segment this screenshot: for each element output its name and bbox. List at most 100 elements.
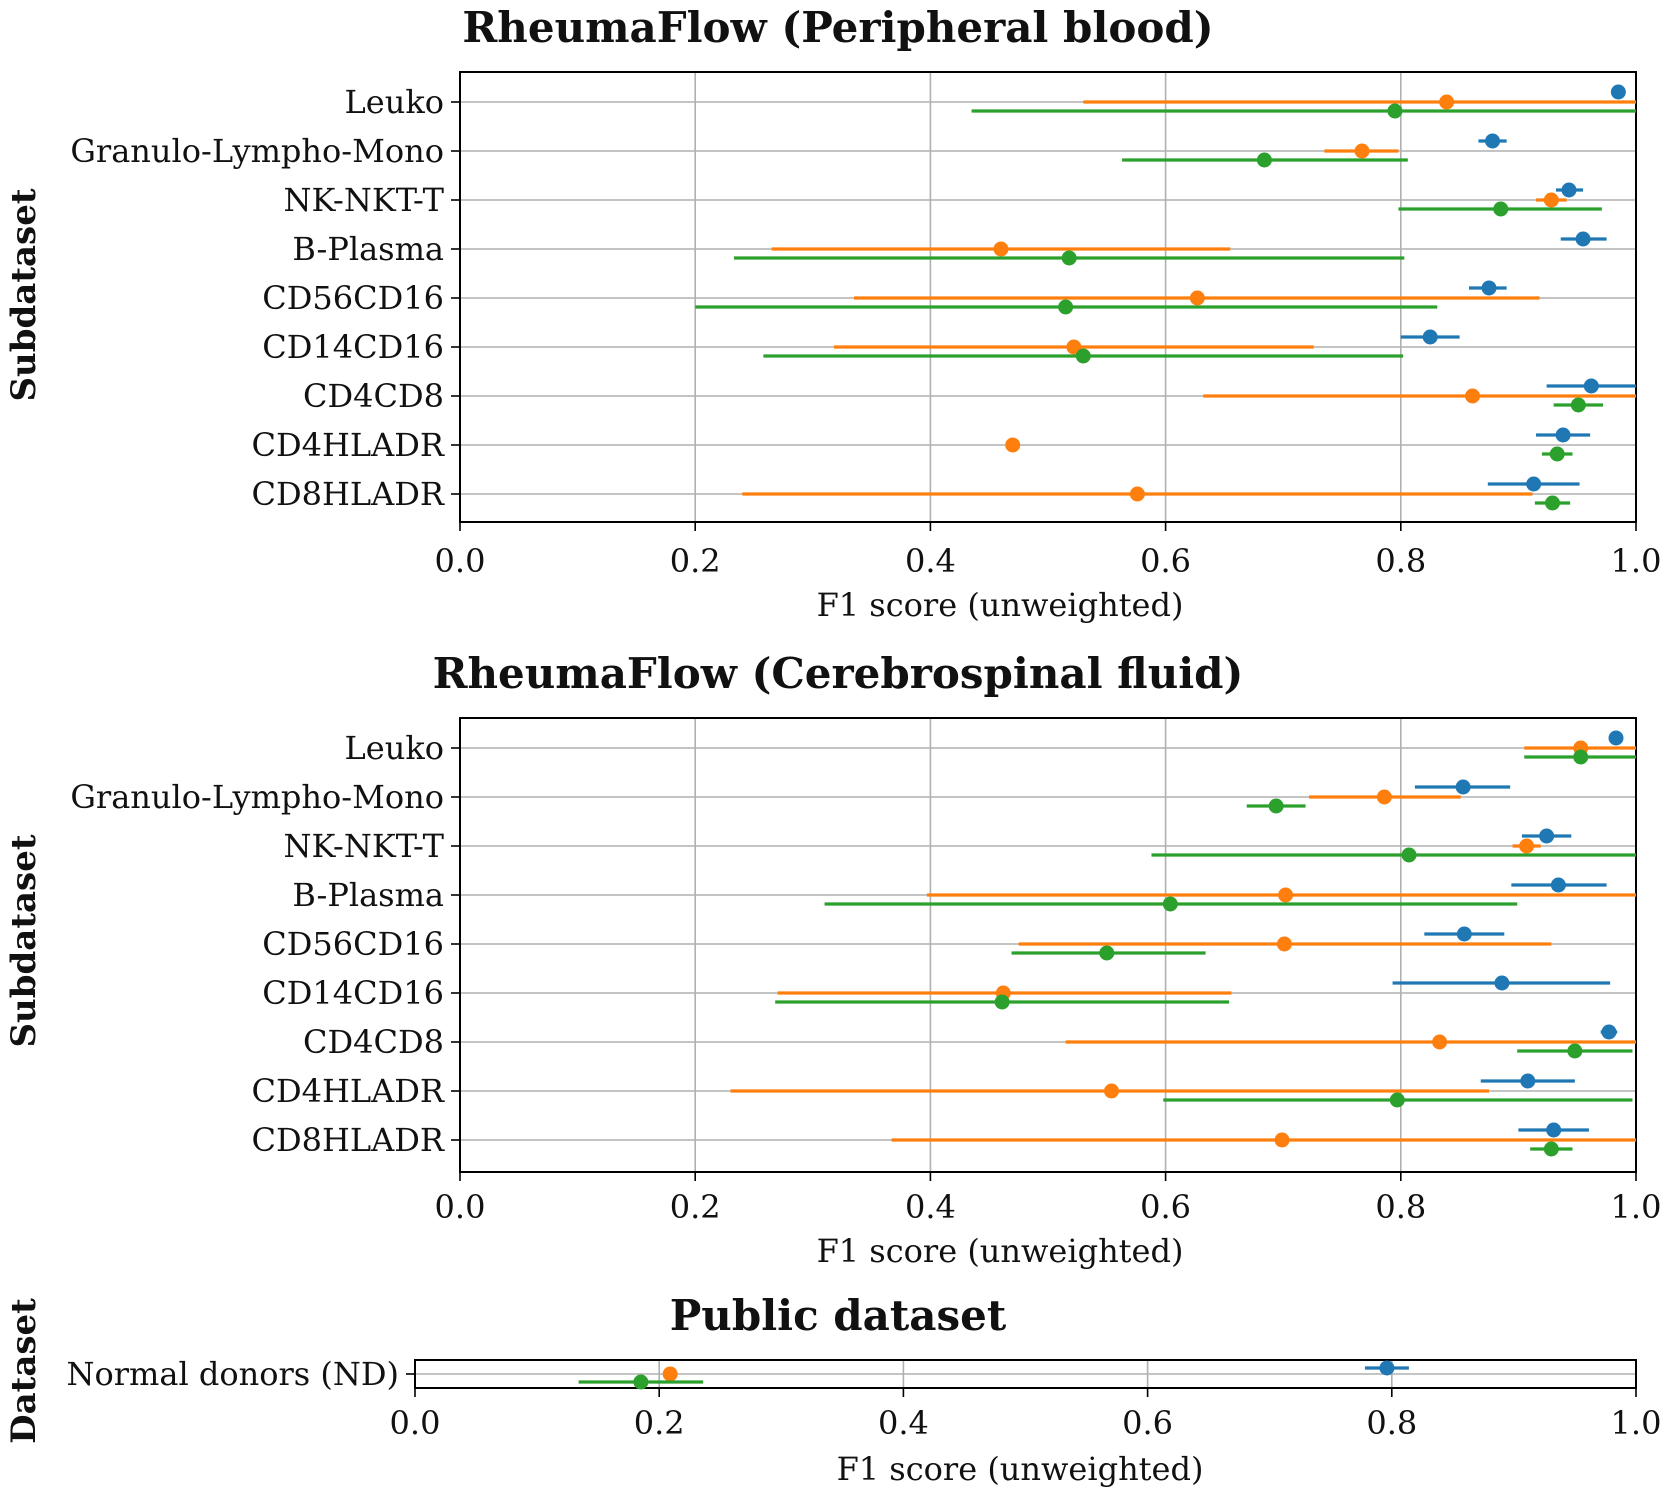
series-orange — [730, 740, 1636, 1148]
category-label: CD14CD16 — [262, 328, 444, 366]
data-point — [1268, 798, 1284, 814]
series-blue — [1400, 84, 1636, 492]
panel-peripheral-blood: RheumaFlow (Peripheral blood) Subdataset… — [4, 3, 1661, 624]
data-marks — [730, 730, 1636, 1157]
data-point — [1274, 1132, 1290, 1148]
data-point — [994, 994, 1010, 1010]
data-point — [1276, 936, 1292, 952]
data-point — [1526, 476, 1542, 492]
y-axis-label: Dataset — [4, 1298, 44, 1444]
data-point — [993, 241, 1009, 257]
data-point — [1550, 877, 1566, 893]
data-point — [1545, 495, 1561, 511]
x-tick-label: 0.0 — [435, 542, 486, 580]
data-point — [1376, 789, 1392, 805]
data-point — [1432, 1034, 1448, 1050]
category-label: Normal donors (ND) — [66, 1355, 399, 1393]
data-point — [1465, 388, 1481, 404]
data-point — [1555, 427, 1571, 443]
x-tick-label: 0.4 — [905, 1188, 956, 1226]
x-tick-label: 1.0 — [1611, 542, 1661, 580]
data-point — [633, 1374, 649, 1390]
data-point — [1189, 290, 1205, 306]
data-point — [1099, 945, 1115, 961]
x-tick-label: 0.2 — [670, 542, 721, 580]
data-point — [1354, 143, 1370, 159]
category-label: CD14CD16 — [262, 974, 444, 1012]
x-axis-label: F1 score (unweighted) — [837, 1450, 1204, 1488]
x-tick-label: 0.0 — [435, 1188, 486, 1226]
category-label: NK-NKT-T — [283, 827, 444, 865]
x-tick-label: 0.8 — [1375, 542, 1426, 580]
category-label: B-Plasma — [292, 230, 444, 268]
data-point — [1456, 926, 1472, 942]
data-point — [1494, 975, 1510, 991]
category-label: CD4HLADR — [251, 1072, 444, 1110]
data-point — [1575, 231, 1591, 247]
data-point — [1422, 329, 1438, 345]
data-point — [1129, 486, 1145, 502]
x-tick-label: 0.4 — [905, 542, 956, 580]
panel-cerebrospinal-fluid: RheumaFlow (Cerebrospinal fluid) Subdata… — [4, 649, 1661, 1270]
series-green — [695, 103, 1636, 511]
data-point — [1561, 182, 1577, 198]
data-point — [1256, 152, 1272, 168]
x-tick-label: 1.0 — [1611, 1404, 1661, 1442]
x-tick-label: 1.0 — [1611, 1188, 1661, 1226]
data-point — [1481, 280, 1497, 296]
x-tick-label: 0.8 — [1366, 1404, 1417, 1442]
data-point — [1546, 1122, 1562, 1138]
data-point — [1601, 1024, 1617, 1040]
data-point — [1389, 1092, 1405, 1108]
category-label: CD56CD16 — [262, 925, 444, 963]
x-tick-label: 0.2 — [634, 1404, 685, 1442]
x-tick-label: 0.6 — [1122, 1404, 1173, 1442]
x-tick-label: 0.2 — [670, 1188, 721, 1226]
data-point — [1519, 838, 1535, 854]
plot-frame — [414, 1359, 1637, 1389]
category-label: Granulo-Lympho-Mono — [70, 132, 444, 170]
plot-frame — [459, 717, 1637, 1173]
category-label: CD8HLADR — [251, 1121, 444, 1159]
series-green — [578, 1374, 704, 1390]
chart-title: Public dataset — [670, 1291, 1007, 1340]
data-point — [1162, 896, 1178, 912]
data-point — [1493, 201, 1509, 217]
category-label: CD8HLADR — [251, 475, 444, 513]
category-label: Leuko — [345, 729, 444, 767]
data-point — [1549, 446, 1565, 462]
panel-public-dataset: Public dataset Dataset F1 score (unweigh… — [4, 1291, 1661, 1488]
series-blue — [1364, 1360, 1409, 1376]
data-point — [662, 1366, 678, 1382]
grid — [414, 1360, 1637, 1388]
x-tick-label: 0.6 — [1140, 542, 1191, 580]
series-orange — [742, 94, 1636, 502]
data-point — [1583, 378, 1599, 394]
y-axis-label: Subdataset — [4, 188, 44, 401]
data-point — [1543, 1141, 1559, 1157]
category-label: CD4HLADR — [251, 426, 444, 464]
y-axis-label: Subdataset — [4, 834, 44, 1047]
data-point — [1485, 133, 1501, 149]
data-point — [1439, 94, 1455, 110]
data-point — [1539, 828, 1555, 844]
category-label: Leuko — [345, 83, 444, 121]
category-label: CD4CD8 — [303, 1023, 444, 1061]
category-label: CD56CD16 — [262, 279, 444, 317]
category-label: B-Plasma — [292, 876, 444, 914]
series-green — [775, 749, 1636, 1157]
x-tick-label: 0.8 — [1375, 1188, 1426, 1226]
series-orange — [662, 1366, 678, 1382]
data-marks — [578, 1360, 1409, 1390]
chart-title: RheumaFlow (Peripheral blood) — [462, 3, 1213, 52]
category-label: Granulo-Lympho-Mono — [70, 778, 444, 816]
x-tick-label: 0.0 — [390, 1404, 441, 1442]
data-point — [1005, 437, 1021, 453]
chart-title: RheumaFlow (Cerebrospinal fluid) — [433, 649, 1244, 698]
data-point — [1058, 299, 1074, 315]
data-point — [1520, 1073, 1536, 1089]
data-point — [1608, 730, 1624, 746]
x-tick-label: 0.4 — [878, 1404, 929, 1442]
series-blue — [1392, 730, 1624, 1138]
